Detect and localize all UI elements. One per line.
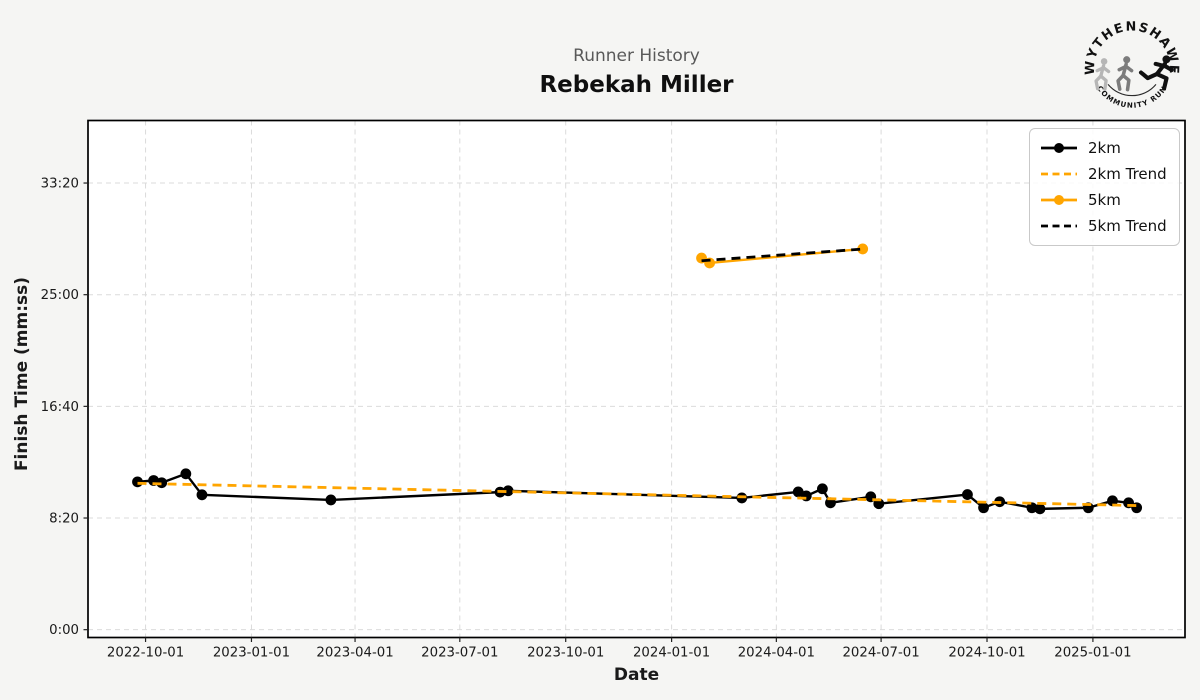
plot-border xyxy=(87,119,1186,639)
data-point-2km xyxy=(325,494,337,506)
legend-label: 2km Trend xyxy=(1088,165,1167,183)
x-tick-label: 2023-07-01 xyxy=(421,646,498,661)
trend-5km xyxy=(701,247,863,263)
legend-label: 5km xyxy=(1088,191,1121,209)
x-axis-label: Date xyxy=(613,665,660,685)
plot-area xyxy=(88,120,1185,638)
legend-item-5km: 5km xyxy=(1039,188,1170,212)
legend-line-sample xyxy=(1041,195,1077,205)
legend-item-2km-trend: 2km Trend xyxy=(1039,162,1170,186)
trend-2km xyxy=(137,481,1137,507)
x-tick-label: 2022-10-01 xyxy=(107,646,184,661)
x-tick-label: 2023-04-01 xyxy=(316,646,393,661)
data-point-2km xyxy=(1026,502,1038,514)
y-tick-label: 25:00 xyxy=(41,288,79,303)
x-tick-label: 2024-10-01 xyxy=(948,646,1025,661)
data-point-2km xyxy=(132,476,143,488)
y-axis-label: Finish Time (mm:ss) xyxy=(12,276,32,472)
data-point-2km xyxy=(800,490,812,502)
runner-icon-mid xyxy=(1116,54,1134,92)
data-point-2km xyxy=(156,477,168,489)
x-tick-label: 2024-04-01 xyxy=(738,646,815,661)
data-point-2km xyxy=(962,489,973,500)
data-point-2km xyxy=(196,489,208,501)
legend: 2km 2km Trend 5km 5km Trend xyxy=(1029,128,1180,246)
data-point-5km xyxy=(857,243,869,255)
data-point-2km xyxy=(1131,502,1143,514)
legend-item-5km-trend: 5km Trend xyxy=(1039,214,1170,238)
data-point-2km xyxy=(817,483,828,495)
data-point-2km xyxy=(1107,495,1118,507)
x-tick-label: 2023-10-01 xyxy=(527,646,604,661)
legend-item-2km: 2km xyxy=(1039,136,1170,160)
legend-line-sample xyxy=(1041,143,1077,153)
legend-line-sample xyxy=(1041,172,1077,176)
x-tick-label: 2023-01-01 xyxy=(213,646,290,661)
series-2km xyxy=(132,468,1143,515)
x-tick-label: 2025-01-01 xyxy=(1054,646,1131,661)
chart-suptitle: Runner History xyxy=(573,46,700,66)
data-point-2km xyxy=(978,502,989,514)
data-point-2km xyxy=(792,486,804,498)
tick-labels: 2022-10-01 2023-01-01 2023-04-01 2023-07-01… xyxy=(41,177,1132,661)
tick-marks xyxy=(83,182,1094,642)
legend-label: 5km Trend xyxy=(1088,217,1167,235)
data-point-2km xyxy=(1034,503,1046,515)
legend-marker-dot xyxy=(1054,195,1064,205)
data-point-2km xyxy=(180,468,192,480)
gridlines xyxy=(88,120,1185,638)
logo-inner-arc xyxy=(1107,83,1157,97)
y-tick-label: 33:20 xyxy=(41,177,79,192)
y-tick-label: 16:40 xyxy=(41,400,79,415)
legend-marker-dot xyxy=(1054,143,1064,153)
x-tick-label: 2024-01-01 xyxy=(633,646,710,661)
data-point-2km xyxy=(502,485,514,497)
y-tick-label: 0:00 xyxy=(49,623,79,638)
legend-label: 2km xyxy=(1088,139,1121,157)
y-tick-label: 8:20 xyxy=(49,512,79,527)
runner-name-title: Rebekah Miller xyxy=(539,72,734,98)
x-tick-label: 2024-07-01 xyxy=(842,646,919,661)
legend-line-sample xyxy=(1041,224,1077,228)
club-logo: WYTHENSHAWE COMMUNITY RUN xyxy=(1083,20,1180,110)
